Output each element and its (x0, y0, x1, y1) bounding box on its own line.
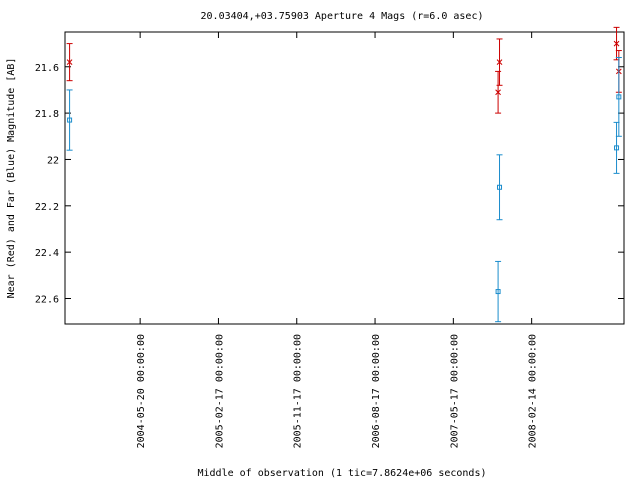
y-tick-label: 22 (47, 155, 59, 166)
y-tick-label: 22.4 (35, 248, 59, 259)
near-point (496, 38, 503, 86)
square-marker (495, 289, 501, 295)
square-marker (67, 117, 73, 123)
x-tick-label: 2004-05-20 00:00:00 (136, 334, 147, 448)
far-point (495, 260, 502, 323)
x-marker (66, 59, 73, 65)
y-tick-label: 22.2 (35, 202, 59, 213)
y-axis-label: Near (Red) and Far (Blue) Magnitude [AB] (6, 58, 17, 299)
axis-ticks: 21.6 21.8 22 22.2 22.4 22.6 2004-05-20 00:00:0… (35, 32, 624, 448)
x-marker (613, 40, 620, 47)
data-marks (66, 26, 622, 323)
x-tick-label: 2006-08-17 00:00:00 (371, 334, 382, 448)
y-tick-label: 21.6 (35, 63, 59, 74)
x-tick-label: 2008-02-14 00:00:00 (528, 334, 539, 448)
y-tick-label: 21.8 (35, 109, 59, 120)
square-marker (616, 94, 622, 100)
far-point (66, 89, 73, 151)
far-point (496, 154, 503, 221)
near-point (495, 70, 502, 114)
square-marker (497, 184, 503, 190)
plot-frame (64, 31, 625, 325)
x-tick-label: 2005-11-17 00:00:00 (293, 334, 304, 448)
chart-title: 20.03404,+03.75903 Aperture 4 Mags (r=6.… (201, 11, 484, 22)
near-point (66, 43, 73, 82)
square-marker (614, 145, 620, 151)
x-marker (495, 89, 501, 96)
x-tick-label: 2007-05-17 00:00:00 (449, 334, 460, 448)
x-axis-label: Middle of observation (1 tic=7.8624e+06 … (198, 468, 487, 479)
y-tick-label: 22.6 (35, 295, 59, 306)
far-point (615, 56, 622, 137)
x-tick-label: 2005-02-17 00:00:00 (214, 334, 225, 448)
x-marker (496, 59, 503, 65)
near-point (613, 26, 620, 61)
